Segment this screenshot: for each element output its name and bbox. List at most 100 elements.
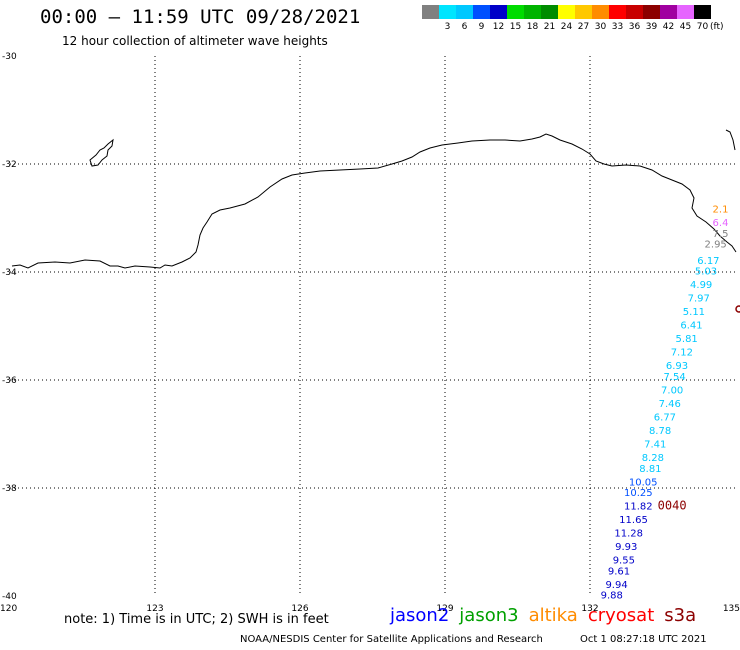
legend-label: 45 xyxy=(679,22,692,32)
wave-height-value: 6.93 xyxy=(666,361,688,372)
legend-label: 3 xyxy=(444,22,451,32)
coastline-east xyxy=(725,129,736,151)
wave-height-value: 4.99 xyxy=(690,280,712,291)
wave-height-labels: 2.1 6.47.52.95 6.175.03 4.99 7.97 5.11 6.41 5.8… xyxy=(601,205,729,602)
footer-note: note: 1) Time is in UTC; 2) SWH is in fe… xyxy=(64,612,329,627)
legend-swatch xyxy=(422,5,439,19)
latitude-tick-label: -30 xyxy=(2,52,17,62)
legend-swatch xyxy=(524,5,541,19)
latitude-tick-label: -34 xyxy=(2,268,17,278)
longitude-labels: 120 123 126 129 132 135 xyxy=(0,604,740,614)
wave-height-value: 6.17 xyxy=(697,256,719,267)
wave-height-value: 11.82 xyxy=(624,502,653,513)
longitude-tick-label: 120 xyxy=(0,604,17,614)
latitude-tick-label: -32 xyxy=(2,160,17,170)
latitude-tick-label: -38 xyxy=(2,484,17,494)
credit-text: NOAA/NESDIS Center for Satellite Applica… xyxy=(240,634,543,645)
pass-time-label: 0040 xyxy=(658,499,687,513)
legend-label: 9 xyxy=(478,22,485,32)
longitude-tick-label: 123 xyxy=(146,604,163,614)
legend-swatch xyxy=(609,5,626,19)
latitude-tick-label: -36 xyxy=(2,376,17,386)
legend-swatch xyxy=(558,5,575,19)
longitude-tick-label: 126 xyxy=(291,604,308,614)
wave-height-value: 9.61 xyxy=(608,566,630,577)
wave-height-value: 9.88 xyxy=(601,591,623,602)
latitude-labels: -30 -32 -34 -36 -38 -40 xyxy=(2,52,17,602)
wave-height-value: 7.54 xyxy=(663,372,685,383)
legend-label: 36 xyxy=(628,22,641,32)
legend-swatch xyxy=(541,5,558,19)
wave-height-value: 10.25 xyxy=(624,488,653,499)
partial-track-marker xyxy=(735,305,740,313)
legend-swatch xyxy=(473,5,490,19)
legend-unit-label: (ft) xyxy=(710,22,724,32)
legend-label: 33 xyxy=(611,22,624,32)
wave-height-value: 7.00 xyxy=(661,386,683,397)
legend-swatch xyxy=(643,5,660,19)
wave-height-value: 7.12 xyxy=(671,348,693,359)
longitude-tick-label: 135 xyxy=(723,604,740,614)
legend-swatch xyxy=(439,5,456,19)
satellite-legend: jason2 jason3 altika cryosat s3a xyxy=(390,605,706,626)
legend-swatch xyxy=(626,5,643,19)
legend-swatch xyxy=(677,5,694,19)
legend-swatch xyxy=(490,5,507,19)
satellite-name: s3a xyxy=(664,605,697,626)
legend-label: 24 xyxy=(560,22,573,32)
wave-height-value: 6.4 xyxy=(713,218,729,229)
wave-height-value: 9.55 xyxy=(613,556,635,567)
wave-height-value: 10.05 xyxy=(629,477,658,488)
wave-height-value: 8.81 xyxy=(639,464,661,475)
generated-timestamp: Oct 1 08:27:18 UTC 2021 xyxy=(580,634,707,645)
legend-swatch xyxy=(660,5,677,19)
legend-label: 6 xyxy=(461,22,468,32)
color-legend-bar xyxy=(422,5,711,19)
longitude-tick-label: 129 xyxy=(436,604,453,614)
legend-label: 21 xyxy=(543,22,556,32)
wave-height-value: 6.41 xyxy=(680,321,702,332)
legend-swatch xyxy=(592,5,609,19)
satellite-name: altika xyxy=(528,605,578,626)
legend-swatch xyxy=(456,5,473,19)
wave-height-value: 9.94 xyxy=(605,580,627,591)
legend-label: 30 xyxy=(594,22,607,32)
wave-height-value: 2.95 xyxy=(705,240,727,251)
legend-label: 39 xyxy=(645,22,658,32)
wave-height-value: 11.65 xyxy=(619,515,648,526)
legend-label: 27 xyxy=(577,22,590,32)
graticule-grid xyxy=(10,56,735,596)
wave-height-value: 8.28 xyxy=(642,453,664,464)
satellite-name: jason3 xyxy=(459,605,519,626)
wave-height-value: 7.97 xyxy=(688,294,710,305)
wave-height-value: 9.93 xyxy=(615,542,637,553)
legend-swatch xyxy=(694,5,711,19)
wave-height-value: 5.81 xyxy=(676,334,698,345)
coastline-island xyxy=(89,138,114,167)
wave-height-value: 7.41 xyxy=(644,440,666,451)
latitude-tick-label: -40 xyxy=(2,592,17,602)
satellite-name: jason2 xyxy=(390,605,450,626)
legend-label: 18 xyxy=(526,22,539,32)
legend-label: 15 xyxy=(509,22,522,32)
wave-height-value: 7.46 xyxy=(659,399,681,410)
coastline xyxy=(11,133,737,269)
legend-label: 70 xyxy=(696,22,709,32)
legend-swatch xyxy=(575,5,592,19)
legend-label: 42 xyxy=(662,22,675,32)
wave-height-value: 7.5 xyxy=(713,229,729,240)
satellite-name: cryosat xyxy=(587,605,655,626)
wave-height-value: 5.03 xyxy=(695,267,717,278)
legend-swatch xyxy=(507,5,524,19)
wave-height-value: 11.28 xyxy=(614,529,643,540)
legend-label: 12 xyxy=(492,22,505,32)
page-title: 00:00 – 11:59 UTC 09/28/2021 xyxy=(40,6,361,28)
longitude-tick-label: 132 xyxy=(581,604,598,614)
pass-time-labels: 0040 xyxy=(658,499,687,513)
wave-height-value: 5.11 xyxy=(683,307,705,318)
wave-height-value: 2.1 xyxy=(713,205,729,216)
wave-height-value: 6.77 xyxy=(654,413,676,424)
page-subtitle: 12 hour collection of altimeter wave hei… xyxy=(62,34,328,48)
wave-height-value: 8.78 xyxy=(649,426,671,437)
